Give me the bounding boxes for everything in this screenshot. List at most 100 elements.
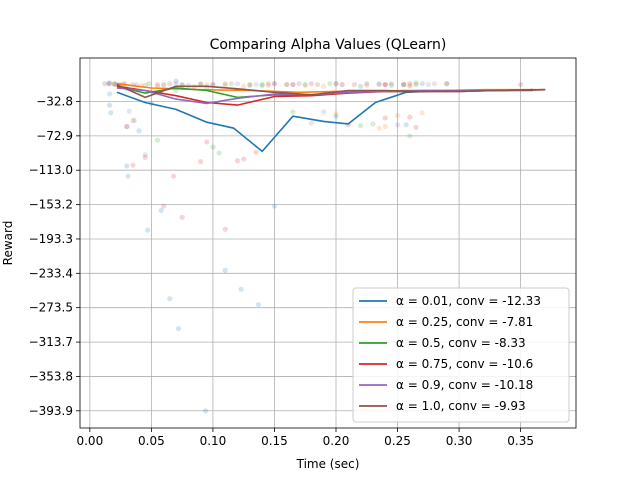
scatter-point	[444, 81, 450, 87]
scatter-point	[102, 81, 108, 87]
scatter-point	[413, 81, 419, 88]
scatter-point	[444, 81, 450, 87]
plot-frame	[79, 57, 577, 429]
x-tick-label: 0.05	[138, 434, 165, 448]
scatter-point	[308, 120, 314, 126]
series-line-6	[116, 83, 546, 99]
scatter-point	[234, 81, 241, 87]
y-tick-label: −273.5	[29, 301, 73, 315]
scatter-point	[111, 81, 118, 87]
scatter-point	[413, 124, 419, 130]
scatter-point	[401, 81, 407, 88]
scatter-point	[131, 117, 137, 124]
scatter-point	[124, 163, 130, 169]
y-tick-label: −153.2	[29, 198, 73, 212]
scatter-point	[401, 81, 407, 88]
x-axis-label: Time (sec)	[296, 457, 360, 471]
scatter-point	[271, 81, 278, 87]
y-tick-label: −72.9	[36, 129, 73, 143]
scatter-point	[308, 81, 314, 87]
scatter-point	[158, 207, 164, 214]
scatter-point	[210, 144, 216, 150]
scatter-point	[247, 81, 253, 88]
scatter-point	[333, 111, 339, 117]
scatter-point	[407, 82, 413, 89]
series-lines	[116, 82, 546, 153]
scatter-point	[382, 81, 388, 88]
scatter-point	[146, 81, 152, 87]
scatter-point	[241, 83, 247, 89]
scatter-point	[253, 149, 259, 155]
scatter-point	[358, 83, 364, 89]
scatter-point	[108, 110, 114, 116]
x-axis: 0.00 0.05 0.10 0.15 0.20 0.25 0.30 0.35	[76, 428, 534, 448]
scatter-point	[265, 81, 271, 87]
x-tick-label: 0.00	[76, 434, 103, 448]
scatter-point	[382, 81, 388, 88]
scatter-point	[167, 81, 173, 87]
scatter-point	[142, 152, 148, 158]
scatter-point	[255, 302, 262, 308]
scatter-point	[394, 112, 401, 118]
legend-label: α = 0.75, conv = -10.6	[396, 357, 533, 371]
scatter-point	[161, 203, 167, 209]
scatter-point	[382, 115, 388, 121]
scatter-point	[198, 81, 204, 87]
scatter-point	[161, 82, 167, 89]
scatter-point	[167, 296, 173, 302]
x-tick-label: 0.20	[323, 434, 350, 448]
x-tick-label: 0.15	[261, 434, 288, 448]
scatter-point	[302, 82, 308, 89]
scatter-point	[202, 408, 209, 414]
scatter-point	[376, 81, 382, 87]
scatter-point	[407, 83, 413, 89]
scatter-point	[290, 109, 296, 115]
scatter-point	[125, 173, 131, 179]
y-tick-label: −193.3	[29, 232, 73, 246]
scatter-point	[388, 82, 394, 89]
scatter-point	[333, 113, 339, 119]
scatter-point	[247, 82, 253, 89]
scatter-point	[314, 81, 321, 88]
scatter-point	[419, 81, 425, 87]
scatter-point	[142, 154, 148, 160]
scatter-point	[198, 159, 204, 165]
scatter-point	[136, 128, 142, 134]
scatter-point	[124, 123, 130, 130]
scatter-point	[388, 81, 394, 87]
scatter-point	[111, 81, 118, 87]
scatter-point	[370, 121, 376, 127]
scatter-point	[376, 81, 382, 88]
legend: α = 0.01, conv = -12.33 α = 0.25, conv = …	[352, 287, 570, 423]
scatter-point	[222, 226, 228, 232]
scatter-point	[234, 158, 241, 164]
scatter-point	[222, 81, 228, 87]
scatter-point	[382, 81, 388, 88]
scatter-point	[265, 82, 271, 89]
y-tick-label: −32.8	[36, 95, 73, 109]
scatter-point	[106, 102, 113, 108]
scatter-point	[154, 81, 161, 88]
scatter-point	[111, 81, 118, 88]
scatter-point	[284, 81, 290, 88]
scatter-point	[179, 214, 185, 220]
legend-label: α = 0.01, conv = -12.33	[396, 294, 541, 308]
scatter-point	[259, 82, 265, 89]
scatter-point	[259, 81, 265, 88]
scatter-point	[241, 156, 247, 162]
scatter-point	[394, 122, 401, 128]
scatter-point	[216, 150, 222, 156]
scatter-point	[333, 81, 339, 87]
scatter-point	[173, 78, 179, 84]
scatter-point	[253, 81, 259, 88]
scatter-point	[154, 137, 161, 143]
scatter-point	[321, 109, 327, 115]
legend-label: α = 0.5, conv = -8.33	[396, 336, 526, 350]
x-tick-label: 0.30	[446, 434, 473, 448]
legend-label: α = 0.9, conv = -10.18	[396, 378, 533, 392]
scatter-point	[210, 81, 216, 88]
scatter-point	[238, 286, 244, 292]
scatter-point	[403, 122, 409, 128]
scatter-point	[105, 81, 111, 87]
